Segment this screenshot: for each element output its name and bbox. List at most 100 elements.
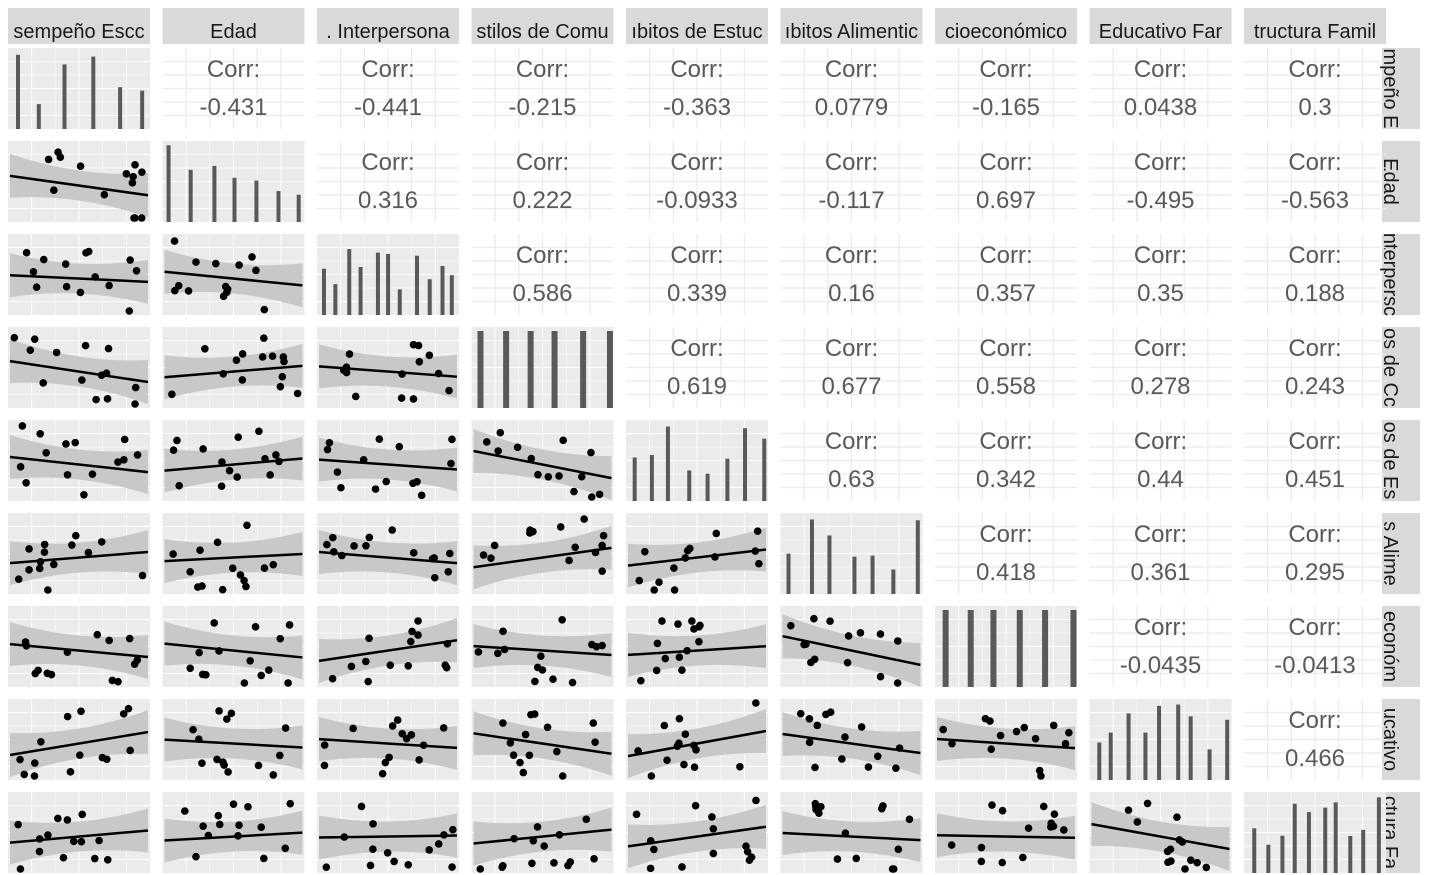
data-point — [44, 155, 53, 164]
top-strip: Educativo Far — [1089, 8, 1232, 44]
right-strip-bg — [1382, 699, 1420, 780]
data-point — [525, 751, 534, 760]
data-point — [266, 471, 274, 479]
right-strip: nterpersc — [1380, 233, 1420, 316]
data-point — [366, 861, 375, 870]
data-point — [443, 639, 452, 648]
data-point — [753, 527, 762, 535]
data-point — [571, 543, 579, 552]
data-point — [876, 672, 885, 681]
histogram-bar — [891, 569, 896, 594]
data-point — [34, 666, 42, 675]
data-point — [56, 153, 65, 162]
data-point — [634, 747, 642, 755]
top-strip-bg — [317, 8, 459, 44]
data-point — [565, 556, 573, 565]
corr-value: 0.558 — [976, 373, 1036, 400]
data-point — [537, 652, 545, 660]
data-point — [18, 422, 27, 430]
data-point — [635, 576, 644, 585]
data-point — [1173, 813, 1181, 821]
data-point — [752, 699, 760, 707]
data-point — [285, 621, 294, 629]
regression-line — [936, 834, 1076, 840]
data-point — [587, 448, 595, 457]
data-point — [91, 273, 99, 281]
data-point — [895, 744, 904, 752]
panel — [626, 513, 768, 594]
corr-label: Corr: — [1134, 149, 1187, 176]
data-point — [382, 477, 391, 486]
data-point — [14, 820, 22, 829]
panel: Corr: 0.295 — [1244, 513, 1386, 594]
data-point — [695, 637, 703, 646]
data-point — [445, 549, 454, 558]
data-point — [260, 854, 268, 863]
data-point — [1181, 865, 1189, 873]
data-point — [482, 438, 491, 446]
corr-label: Corr: — [825, 335, 878, 362]
data-point — [66, 768, 75, 776]
histogram-bar — [477, 331, 484, 408]
data-point — [447, 459, 455, 468]
histogram-bar — [1292, 803, 1297, 873]
panel: Corr: -0.0435 — [1089, 606, 1232, 687]
regression-line — [9, 730, 149, 757]
histogram-bar — [743, 428, 748, 501]
corr-label: Corr: — [825, 149, 878, 176]
data-point — [811, 799, 820, 808]
panel — [935, 699, 1077, 780]
data-point — [169, 550, 177, 558]
data-point — [1186, 856, 1195, 864]
histogram-bar — [762, 438, 767, 501]
regression-line — [627, 644, 767, 657]
data-point — [199, 445, 207, 453]
data-point — [68, 541, 76, 549]
data-point — [258, 353, 267, 361]
data-point — [198, 582, 206, 590]
right-strip-label: Edad — [1379, 158, 1401, 205]
data-point — [811, 763, 819, 772]
data-point — [168, 390, 176, 399]
data-point — [1178, 838, 1187, 846]
data-point — [544, 472, 553, 481]
panel: Corr: -0.431 — [162, 48, 305, 129]
data-point — [84, 548, 93, 557]
right-strip: Edad — [1379, 141, 1420, 222]
corr-value: 0.35 — [1137, 280, 1184, 307]
data-point — [787, 621, 795, 630]
data-point — [807, 658, 815, 667]
data-point — [598, 641, 606, 650]
data-point — [528, 859, 536, 868]
data-point — [709, 849, 718, 858]
panel: Corr: -0.495 — [1089, 141, 1232, 222]
data-point — [533, 663, 542, 672]
data-point — [76, 162, 85, 171]
data-point — [556, 523, 565, 531]
data-point — [404, 661, 413, 670]
top-strip-bg — [8, 8, 150, 44]
corr-value: 0.697 — [976, 187, 1036, 214]
histogram-bar — [232, 177, 237, 222]
panel: Corr: 0.677 — [780, 327, 923, 408]
data-point — [365, 533, 374, 542]
data-point — [398, 729, 407, 738]
data-point — [357, 802, 366, 811]
data-point — [195, 735, 203, 744]
right-strip-bg — [1382, 606, 1420, 687]
data-point — [371, 485, 380, 493]
histogram-bar — [1252, 828, 1257, 873]
data-point — [80, 490, 88, 499]
panel — [162, 420, 305, 501]
data-point — [841, 733, 849, 741]
histogram-bar — [414, 255, 419, 315]
data-point — [69, 837, 78, 846]
data-point — [660, 721, 669, 730]
panel: Corr: -0.165 — [935, 48, 1077, 129]
panel — [162, 606, 305, 687]
data-point — [244, 803, 252, 811]
data-point — [71, 531, 80, 540]
data-point — [42, 449, 50, 457]
histogram-bar — [62, 64, 67, 129]
data-point — [998, 806, 1007, 815]
